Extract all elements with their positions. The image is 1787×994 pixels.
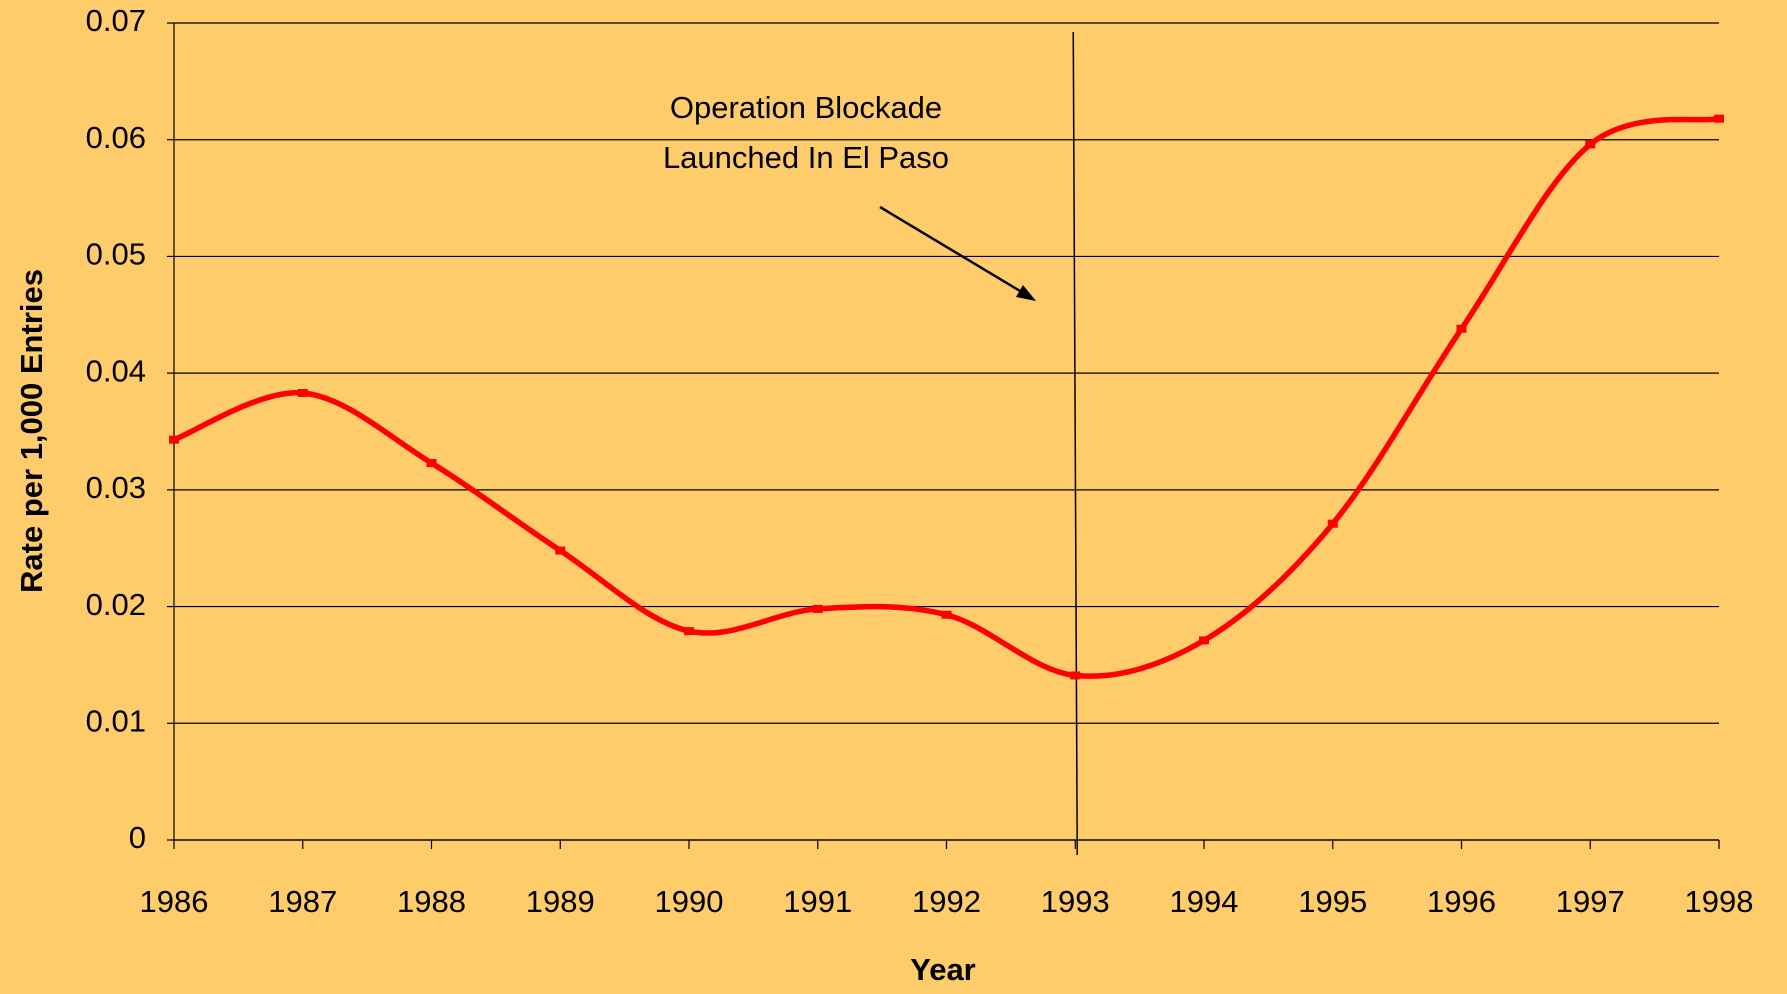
annotation-arrow [879,205,1031,299]
y-axis-title: Rate per 1,000 Entries [14,269,49,593]
reference-line [1072,31,1078,856]
arrow-head [1016,285,1036,301]
x-tick-label: 1987 [268,884,337,919]
x-tick-label: 1994 [1170,884,1239,919]
annotation-line: Launched In El Paso [663,140,949,175]
x-tick-label: 1991 [783,884,852,919]
x-tick-label: 1996 [1427,884,1496,919]
x-tick-label: 1990 [655,884,724,919]
y-tick-label: 0.01 [86,703,146,738]
x-tick-label: 1989 [526,884,595,919]
annotation-line: Operation Blockade [670,90,942,125]
y-tick-label: 0.02 [86,587,146,622]
x-tick-label: 1988 [397,884,466,919]
point-marker [297,388,308,397]
y-tick-label: 0.04 [86,353,146,388]
point-marker [1456,324,1467,333]
point-marker [941,610,952,619]
point-marker [1327,519,1338,528]
x-tick-label: 1995 [1298,884,1367,919]
point-marker [1070,671,1081,680]
y-tick-label: 0.05 [86,237,146,272]
y-tick-label: 0.07 [86,3,146,38]
x-tick-label: 1993 [1041,884,1110,919]
point-marker [1714,114,1724,123]
y-tick-label: 0.06 [86,120,146,155]
point-marker [169,435,179,444]
point-marker [1585,140,1596,149]
x-tick-label: 1992 [912,884,981,919]
x-tick-label: 1998 [1685,884,1754,919]
y-tick-label: 0.03 [86,470,146,505]
point-marker [555,546,566,555]
point-marker [1199,636,1209,645]
point-marker [812,604,823,613]
point-marker [684,627,694,636]
y-tick-label: 0 [129,820,146,855]
point-marker [426,459,437,468]
x-axis-title: Year [910,952,976,987]
x-tick-label: 1997 [1556,884,1625,919]
x-tick-label: 1986 [140,884,209,919]
